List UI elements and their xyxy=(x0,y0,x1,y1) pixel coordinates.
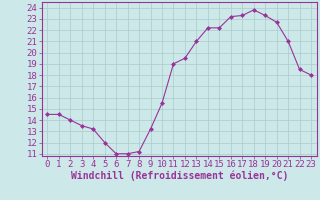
X-axis label: Windchill (Refroidissement éolien,°C): Windchill (Refroidissement éolien,°C) xyxy=(70,171,288,181)
